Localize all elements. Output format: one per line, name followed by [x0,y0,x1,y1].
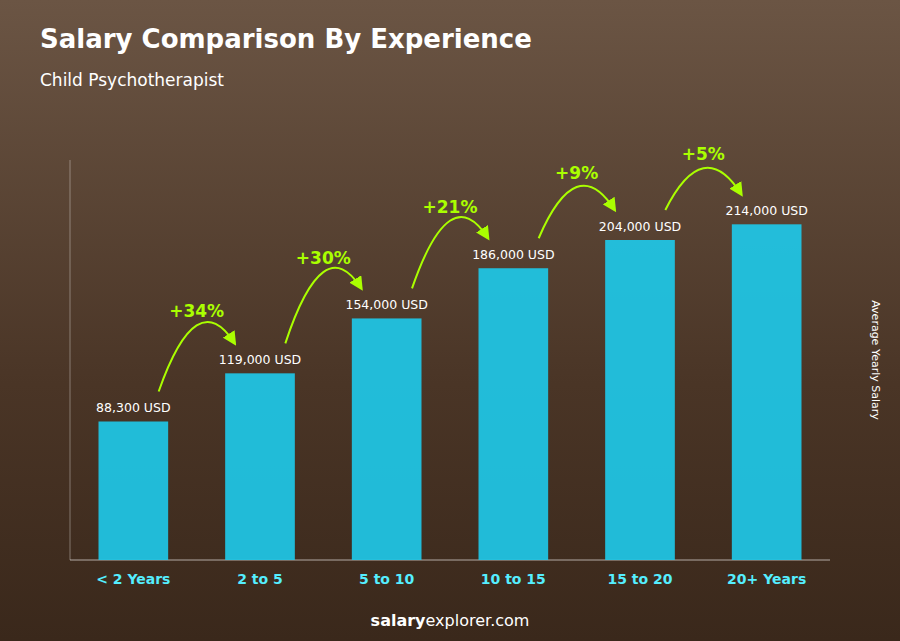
watermark-bold: salary [371,611,426,630]
x-tick-label: 5 to 10 [359,571,415,587]
data-label: 186,000 USD [472,247,554,262]
data-label: 119,000 USD [219,352,301,367]
chart: Salary Comparison By Experience Child Psy… [0,0,900,641]
title: Salary Comparison By Experience [40,24,532,54]
watermark-rest: explorer.com [426,611,530,630]
x-tick-label: 15 to 20 [607,571,672,587]
y-axis-label: Average Yearly Salary [869,300,882,420]
data-label: 214,000 USD [725,203,807,218]
annotation: +5% [682,144,725,164]
annotation: +9% [555,163,598,183]
subtitle: Child Psychotherapist [40,70,224,90]
data-label: 204,000 USD [599,219,681,234]
annotation: +30% [296,248,351,268]
watermark: salaryexplorer.com [371,611,530,630]
x-tick-label: < 2 Years [96,571,170,587]
page: {"chart_data": {"type": "bar", "title": … [0,0,900,641]
growth-arrow [412,217,488,288]
annotation: +34% [169,301,224,321]
data-label: 88,300 USD [96,400,170,415]
bars [99,224,802,560]
bar [732,224,802,560]
growth-arrow [539,186,615,239]
x-axis-line [70,560,830,561]
bar [352,318,422,560]
annotation: +21% [423,197,478,217]
y-axis-line [70,160,71,560]
data-label: 154,000 USD [345,297,427,312]
growth-arrow [159,322,235,392]
x-tick-label: 10 to 15 [481,571,546,587]
bar [99,421,169,560]
bar [225,373,295,560]
x-tick-label: 20+ Years [727,571,806,587]
growth-arrow [665,168,741,210]
bar [605,240,675,560]
growth-arrow [285,268,361,343]
x-tick-label: 2 to 5 [237,571,283,587]
bar [479,268,549,560]
